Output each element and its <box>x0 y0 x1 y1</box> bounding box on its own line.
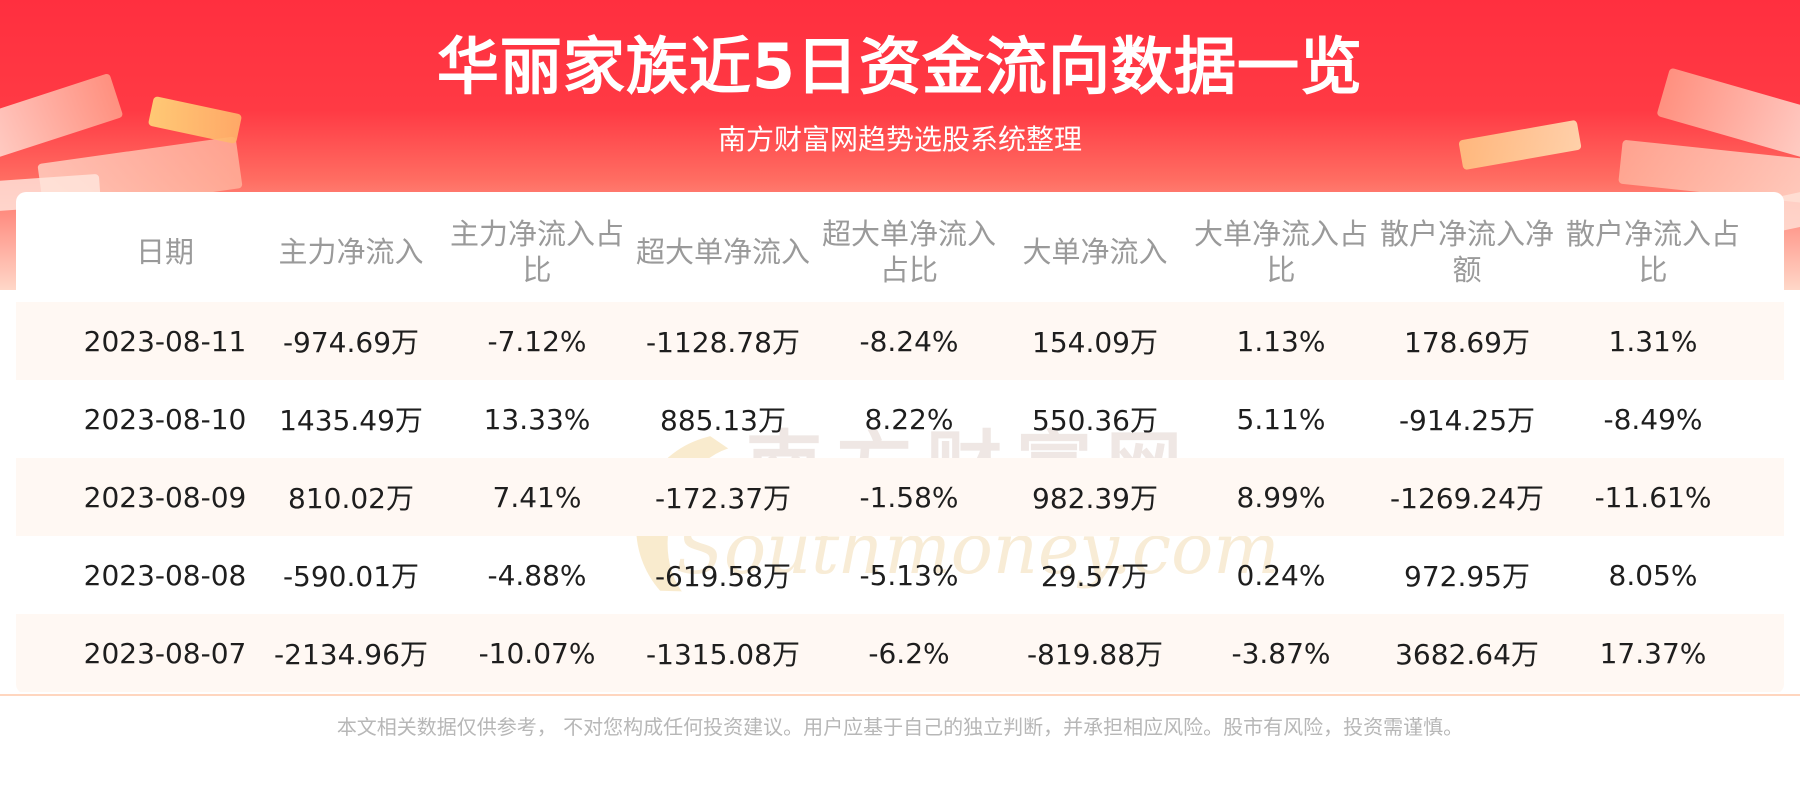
cell-xl-ratio: -1.58% <box>859 480 959 514</box>
page-subtitle: 南方财富网趋势选股系统整理 <box>717 123 1082 156</box>
column-header-date: 日期 <box>135 235 194 269</box>
cell-large-ratio: 5.11% <box>1236 402 1326 436</box>
cell-xl-inflow: -619.58万 <box>654 560 792 593</box>
table-row: 2023-08-11 -974.69万 -7.12% -1128.78万 -8.… <box>16 302 1784 380</box>
column-header-retail-ratio: 散户净流入占比 <box>1565 217 1740 287</box>
cell-main-ratio: 7.41% <box>492 480 582 514</box>
page-title: 华丽家族近5日资金流向数据一览 <box>436 30 1364 103</box>
cell-xl-inflow: -1128.78万 <box>646 326 800 359</box>
cell-main-inflow: -974.69万 <box>282 326 420 359</box>
cell-retail-net: 3682.64万 <box>1395 638 1539 671</box>
table-row: 2023-08-09 810.02万 7.41% -172.37万 -1.58%… <box>16 458 1784 536</box>
cell-main-ratio: -10.07% <box>478 636 596 670</box>
cell-retail-ratio: -11.61% <box>1594 480 1712 514</box>
cell-retail-ratio: -8.49% <box>1603 402 1703 436</box>
column-header-large-inflow: 大单净流入 <box>1022 235 1168 269</box>
cell-main-inflow: 1435.49万 <box>279 404 423 437</box>
cell-large-inflow: 550.36万 <box>1032 404 1158 437</box>
cell-large-inflow: 982.39万 <box>1032 482 1158 515</box>
cell-main-ratio: -7.12% <box>487 324 587 358</box>
cell-date: 2023-08-11 <box>83 324 247 358</box>
cell-large-ratio: 0.24% <box>1236 558 1326 592</box>
table-row: 2023-08-10 1435.49万 13.33% 885.13万 8.22%… <box>16 380 1784 458</box>
cell-xl-inflow: -172.37万 <box>654 482 792 515</box>
cell-main-inflow: -590.01万 <box>282 560 420 593</box>
column-header-large-ratio: 大单净流入占比 <box>1193 217 1368 287</box>
cell-large-inflow: 29.57万 <box>1040 560 1150 593</box>
column-header-xl-inflow: 超大单净流入 <box>635 235 810 269</box>
cell-xl-ratio: -8.24% <box>859 324 959 358</box>
cell-retail-net: 178.69万 <box>1404 326 1530 359</box>
cell-date: 2023-08-07 <box>83 636 247 670</box>
cell-large-ratio: -3.87% <box>1231 636 1331 670</box>
table-row: 2023-08-08 -590.01万 -4.88% -619.58万 -5.1… <box>16 536 1784 614</box>
column-header-retail-net: 散户净流入净额 <box>1379 217 1554 287</box>
column-header-xl-ratio: 超大单净流入占比 <box>821 217 996 287</box>
cell-main-ratio: -4.88% <box>487 558 587 592</box>
cell-retail-ratio: 8.05% <box>1608 558 1698 592</box>
cell-retail-net: 972.95万 <box>1404 560 1530 593</box>
cell-retail-ratio: 1.31% <box>1608 324 1698 358</box>
cell-xl-inflow: 885.13万 <box>660 404 786 437</box>
cell-retail-ratio: 17.37% <box>1599 636 1707 670</box>
cell-xl-ratio: 8.22% <box>864 402 954 436</box>
cell-xl-inflow: -1315.08万 <box>646 638 800 671</box>
cell-date: 2023-08-09 <box>83 480 247 514</box>
column-header-main-inflow: 主力净流入 <box>278 235 424 269</box>
cell-large-inflow: 154.09万 <box>1032 326 1158 359</box>
cell-date: 2023-08-10 <box>83 402 247 436</box>
cell-xl-ratio: -5.13% <box>859 558 959 592</box>
cell-large-ratio: 8.99% <box>1236 480 1326 514</box>
cell-main-ratio: 13.33% <box>483 402 591 436</box>
cell-main-inflow: 810.02万 <box>288 482 414 515</box>
footer-divider <box>0 694 1800 696</box>
cell-main-inflow: -2134.96万 <box>274 638 428 671</box>
data-table-card: 南方财富网 Southmoney.com 日期 主力净流入 主力净流入占比 超大… <box>16 192 1784 694</box>
disclaimer-text: 本文相关数据仅供参考， 不对您构成任何投资建议。用户应基于自己的独立判断，并承担… <box>336 715 1464 739</box>
cell-xl-ratio: -6.2% <box>868 636 950 670</box>
table-row: 2023-08-07 -2134.96万 -10.07% -1315.08万 -… <box>16 614 1784 692</box>
cell-retail-net: -1269.24万 <box>1390 482 1544 515</box>
cell-date: 2023-08-08 <box>83 558 247 592</box>
table-header: 日期 主力净流入 主力净流入占比 超大单净流入 超大单净流入占比 大单净流入 大… <box>16 192 1784 302</box>
cell-retail-net: -914.25万 <box>1398 404 1536 437</box>
cell-large-ratio: 1.13% <box>1236 324 1326 358</box>
column-header-main-ratio: 主力净流入占比 <box>449 217 624 287</box>
cell-large-inflow: -819.88万 <box>1026 638 1164 671</box>
